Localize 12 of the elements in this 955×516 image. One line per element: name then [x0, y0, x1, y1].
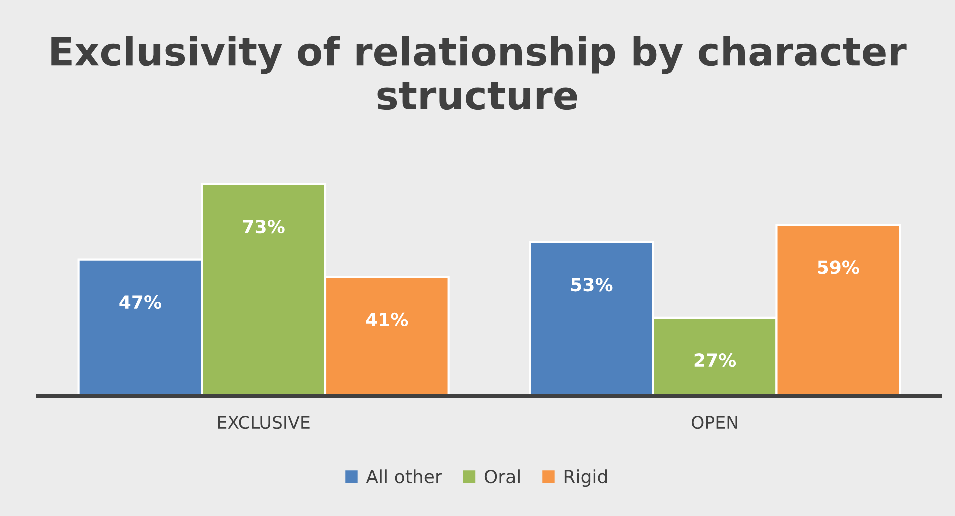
legend-label: Oral — [484, 470, 520, 484]
x-tick-label: OPEN — [692, 416, 738, 430]
chart-title: Exclusivity of relationship by character structure — [52, 36, 907, 110]
data-label: 59% — [818, 260, 860, 274]
x-tick-label: EXCLUSIVE — [218, 416, 310, 430]
legend-label: All other — [366, 470, 442, 484]
data-label: 73% — [243, 220, 285, 234]
data-label: 53% — [572, 278, 613, 292]
data-label: 27% — [694, 354, 736, 368]
legend-label: Rigid — [564, 470, 608, 488]
data-label: 47% — [120, 295, 162, 310]
data-label: 41% — [366, 312, 408, 327]
